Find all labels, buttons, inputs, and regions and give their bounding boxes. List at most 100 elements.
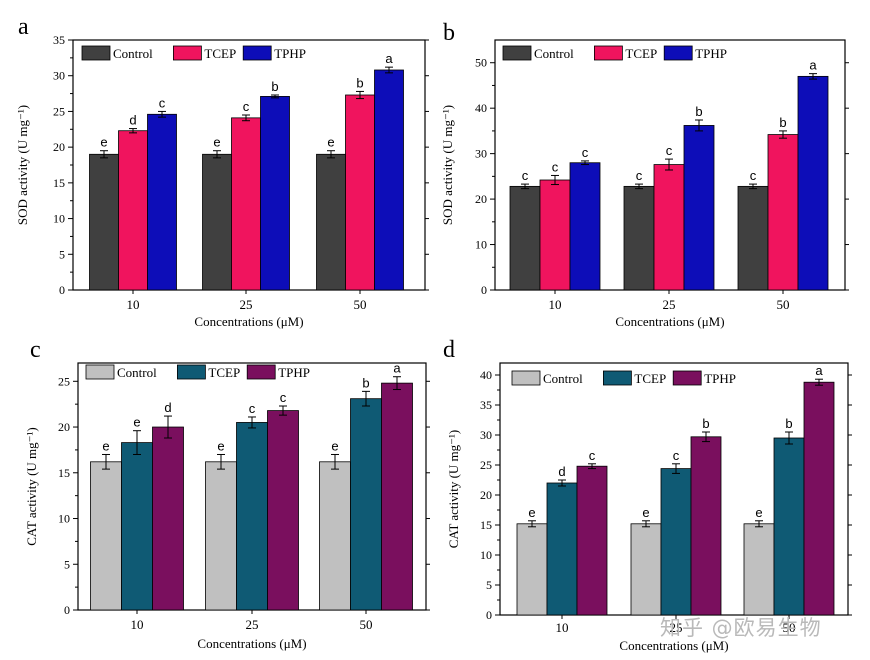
y-tick-label: 0 bbox=[64, 603, 70, 617]
y-tick-label: 0 bbox=[59, 283, 65, 297]
legend-swatch bbox=[672, 370, 702, 386]
legend-swatch bbox=[246, 364, 276, 380]
legend-label: Control bbox=[113, 46, 153, 61]
significance-letter: c bbox=[522, 168, 529, 183]
y-tick-label: 10 bbox=[475, 238, 487, 252]
bar-tcep bbox=[236, 422, 268, 611]
significance-letter: c bbox=[673, 448, 680, 463]
significance-letter: c bbox=[280, 390, 287, 405]
bar-tcep bbox=[350, 398, 382, 611]
significance-letter: b bbox=[271, 79, 278, 94]
y-tick-label: 25 bbox=[53, 104, 65, 118]
significance-letter: d bbox=[558, 464, 565, 479]
y-tick-label: 20 bbox=[480, 488, 492, 502]
legend-swatch bbox=[242, 45, 272, 61]
y-tick-label: 20 bbox=[53, 140, 65, 154]
bar-tphp bbox=[374, 69, 404, 291]
panel-c: c 0 5 10 15 20 25 10 25 50 e e e e c b d c a Control TCEP TPH… bbox=[24, 337, 430, 651]
y-tick-label: 15 bbox=[53, 176, 65, 190]
significance-letter: d bbox=[164, 400, 171, 415]
legend-swatch bbox=[603, 370, 632, 386]
bar-tcep bbox=[118, 130, 148, 291]
y-tick-label: 30 bbox=[475, 147, 487, 161]
y-axis-label: SOD activity (U mg⁻¹) bbox=[440, 105, 455, 225]
bar-control bbox=[737, 185, 769, 291]
y-tick-label: 35 bbox=[53, 33, 65, 47]
significance-letter: b bbox=[356, 75, 363, 90]
y-tick-label: 20 bbox=[58, 420, 70, 434]
bar-tphp bbox=[683, 125, 715, 291]
watermark-text: 知乎 @欧易生物 bbox=[660, 616, 822, 640]
y-axis-label: CAT activity (U mg⁻¹) bbox=[446, 430, 461, 548]
significance-letter: e bbox=[755, 505, 762, 520]
bar-control bbox=[743, 523, 775, 616]
significance-letter: a bbox=[815, 363, 823, 378]
bar-control bbox=[623, 185, 655, 291]
panel-d: d 0 5 10 15 20 25 30 35 40 10 25 50 e e e d c b c b a Control T… bbox=[443, 337, 852, 653]
significance-letter: c bbox=[249, 401, 256, 416]
panel-b: b 0 10 20 30 40 50 10 25 50 c c c c c b c b a Control TCEP TP… bbox=[440, 20, 849, 329]
significance-letter: b bbox=[785, 416, 792, 431]
significance-letter: c bbox=[750, 168, 757, 183]
bar-control bbox=[316, 153, 346, 291]
panel-a: a 0 5 10 15 20 25 30 35 10 25 50 e e e d c b c b a Control TCE… bbox=[15, 14, 429, 329]
y-tick-label: 30 bbox=[480, 428, 492, 442]
y-tick-label: 35 bbox=[480, 398, 492, 412]
bar-control bbox=[509, 185, 541, 291]
significance-letter: e bbox=[100, 135, 107, 150]
legend-swatch bbox=[176, 364, 206, 380]
bar-tphp bbox=[260, 96, 290, 291]
x-tick-label: 50 bbox=[777, 297, 790, 312]
significance-letter: b bbox=[702, 416, 709, 431]
significance-letter: c bbox=[589, 448, 596, 463]
significance-letter: c bbox=[582, 145, 589, 160]
y-tick-label: 10 bbox=[53, 212, 65, 226]
panel-letter: c bbox=[30, 337, 41, 363]
bar-tphp bbox=[797, 75, 829, 291]
x-axis-label: Concentrations (μM) bbox=[619, 638, 728, 653]
bar-tcep bbox=[231, 117, 261, 291]
panel-letter: a bbox=[18, 14, 29, 40]
panel-letter: b bbox=[443, 20, 455, 46]
x-tick-label: 25 bbox=[670, 620, 683, 635]
x-axis-label: Concentrations (μM) bbox=[194, 314, 303, 329]
significance-letter: c bbox=[552, 159, 559, 174]
legend-label: TPHP bbox=[704, 371, 736, 386]
significance-letter: e bbox=[331, 438, 338, 453]
significance-letter: b bbox=[779, 115, 786, 130]
y-axis-label: SOD activity (U mg⁻¹) bbox=[15, 105, 30, 225]
x-tick-label: 50 bbox=[354, 297, 367, 312]
legend-label: TCEP bbox=[208, 365, 240, 380]
y-tick-label: 15 bbox=[480, 518, 492, 532]
bar-tphp bbox=[569, 162, 601, 291]
legend-label: TPHP bbox=[695, 46, 727, 61]
y-tick-label: 30 bbox=[53, 69, 65, 83]
significance-letter: e bbox=[217, 438, 224, 453]
legend-swatch bbox=[85, 364, 115, 380]
y-tick-label: 5 bbox=[64, 557, 70, 571]
bar-tphp bbox=[381, 382, 413, 611]
y-tick-label: 5 bbox=[486, 578, 492, 592]
bar-tcep bbox=[773, 437, 805, 616]
x-tick-label: 10 bbox=[549, 297, 562, 312]
bar-tphp bbox=[690, 436, 722, 616]
significance-letter: d bbox=[129, 113, 136, 128]
significance-letter: c bbox=[243, 99, 250, 114]
y-tick-label: 50 bbox=[475, 56, 487, 70]
legend-label: TPHP bbox=[278, 365, 310, 380]
legend-swatch bbox=[663, 45, 693, 61]
legend-swatch bbox=[81, 45, 111, 61]
bar-tcep bbox=[345, 94, 375, 291]
bar-tcep bbox=[767, 134, 799, 291]
significance-letter: e bbox=[213, 135, 220, 150]
legend-swatch bbox=[172, 45, 202, 61]
bar-tphp bbox=[803, 381, 835, 616]
y-tick-label: 40 bbox=[480, 368, 492, 382]
y-tick-label: 10 bbox=[58, 512, 70, 526]
bar-tcep bbox=[121, 442, 153, 611]
bar-control bbox=[516, 523, 548, 616]
bar-control bbox=[630, 523, 662, 616]
y-tick-label: 40 bbox=[475, 101, 487, 115]
significance-letter: e bbox=[528, 505, 535, 520]
bar-tphp bbox=[267, 410, 299, 611]
